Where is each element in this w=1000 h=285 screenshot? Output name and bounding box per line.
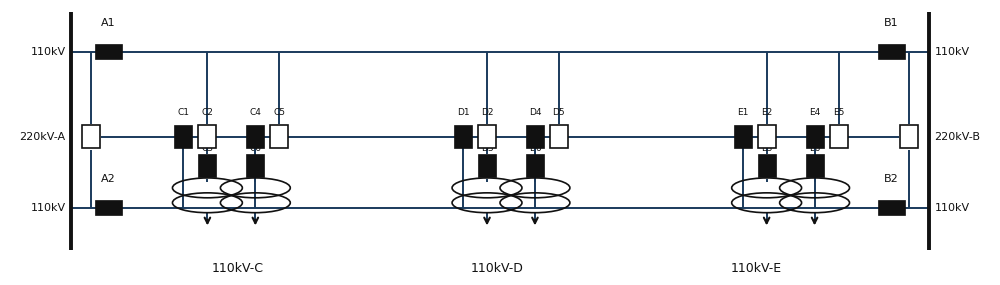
Text: E5: E5 [833, 108, 844, 117]
Bar [454, 125, 472, 148]
Bar [734, 125, 752, 148]
Bar [174, 125, 192, 148]
Text: D1: D1 [457, 108, 469, 117]
Bar [806, 125, 824, 148]
Text: 220kV-A: 220kV-A [19, 132, 66, 142]
Bar [478, 154, 496, 176]
Bar [758, 125, 776, 148]
Text: 110kV: 110kV [934, 203, 970, 213]
Text: 110kV: 110kV [934, 47, 970, 57]
Text: C2: C2 [201, 108, 213, 117]
Bar [878, 44, 905, 59]
Text: E6: E6 [809, 144, 820, 153]
Bar [95, 44, 122, 59]
Text: C4: C4 [249, 108, 261, 117]
Text: C3: C3 [201, 144, 213, 153]
Bar [526, 154, 544, 176]
Text: B1: B1 [884, 19, 899, 29]
Text: D5: D5 [553, 108, 565, 117]
Text: D2: D2 [481, 108, 493, 117]
Text: E1: E1 [737, 108, 748, 117]
Bar [95, 200, 122, 215]
Bar [878, 200, 905, 215]
Bar [806, 154, 824, 176]
Text: E2: E2 [761, 108, 772, 117]
Bar [198, 154, 216, 176]
Text: 110kV-C: 110kV-C [211, 262, 263, 275]
Text: 110kV: 110kV [30, 47, 66, 57]
Text: D6: D6 [529, 144, 541, 153]
Bar [550, 125, 568, 148]
Text: C5: C5 [273, 108, 285, 117]
Text: 110kV: 110kV [30, 203, 66, 213]
Bar [246, 125, 264, 148]
Bar [526, 125, 544, 148]
Text: 110kV-E: 110kV-E [731, 262, 782, 275]
Text: 220kV-B: 220kV-B [934, 132, 980, 142]
Bar [830, 125, 848, 148]
Bar [478, 125, 496, 148]
Bar [900, 125, 918, 148]
Bar [198, 125, 216, 148]
Text: E3: E3 [761, 144, 772, 153]
Text: 110kV-D: 110kV-D [471, 262, 523, 275]
Bar [82, 125, 100, 148]
Text: B2: B2 [884, 174, 899, 184]
Bar [758, 154, 776, 176]
Text: E4: E4 [809, 108, 820, 117]
Bar [270, 125, 288, 148]
Text: D4: D4 [529, 108, 541, 117]
Text: D3: D3 [481, 144, 493, 153]
Bar [246, 154, 264, 176]
Text: A2: A2 [101, 174, 116, 184]
Text: A1: A1 [101, 19, 116, 29]
Text: C6: C6 [249, 144, 261, 153]
Text: C1: C1 [177, 108, 189, 117]
